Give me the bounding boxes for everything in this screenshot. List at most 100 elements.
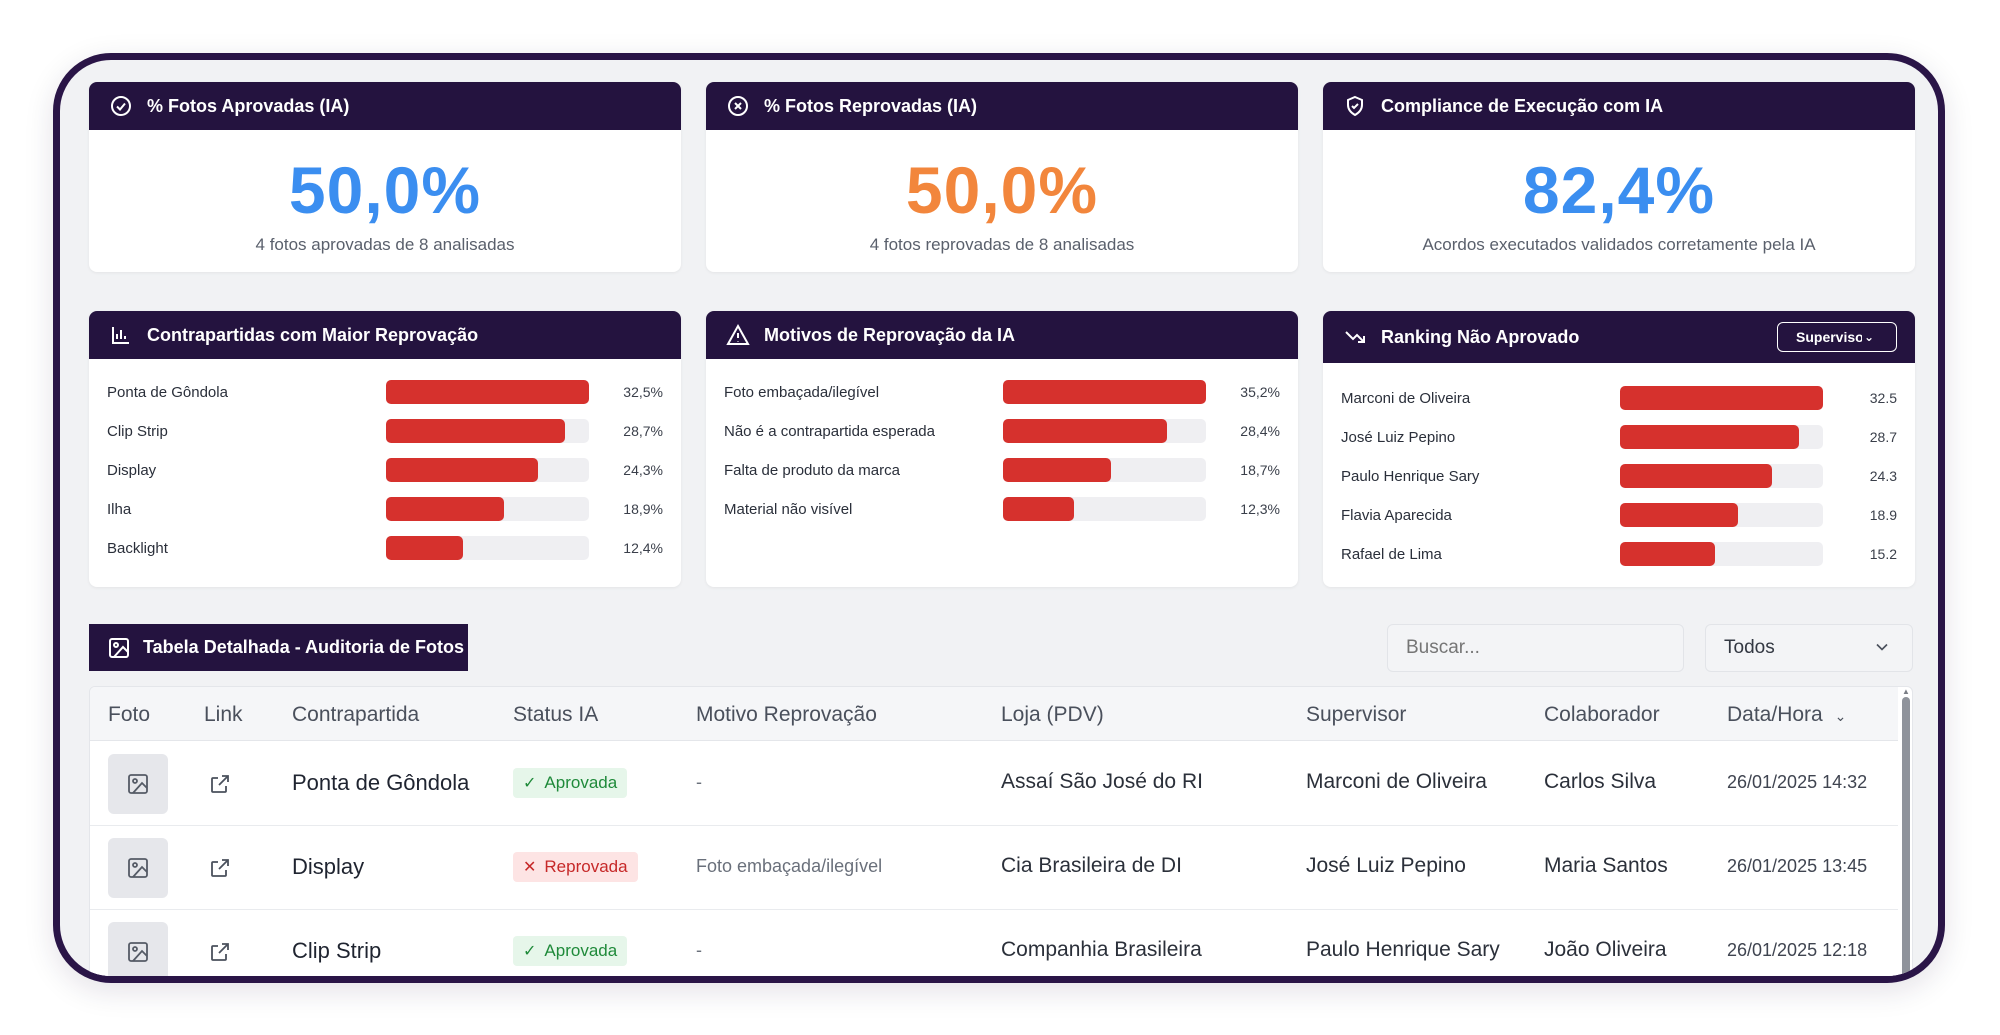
bar-fill [386, 458, 538, 482]
bar-label: Marconi de Oliveira [1341, 389, 1471, 407]
cell-motivo: Foto embaçada/ilegível [696, 856, 883, 876]
bar-fill [1003, 419, 1167, 443]
bar-fill [1620, 542, 1715, 566]
kpi-card-rejected: % Fotos Reprovadas (IA) 50,0% 4 fotos re… [706, 82, 1298, 272]
column-header-data[interactable]: Data/Hora ⌄ [1727, 703, 1846, 727]
photo-thumbnail[interactable] [108, 922, 168, 976]
bar-label: Clip Strip [107, 422, 168, 440]
card-title: Motivos de Reprovação da IA [764, 324, 1016, 345]
photo-thumbnail[interactable] [108, 754, 168, 814]
bar-track [1620, 503, 1823, 527]
check-circle-icon [109, 94, 133, 118]
dashboard-frame: % Fotos Aprovadas (IA) 50,0% 4 fotos apr… [53, 53, 1945, 983]
bar-track [1003, 419, 1206, 443]
sort-chevron-icon: ⌄ [1834, 708, 1847, 724]
bar-fill [1620, 386, 1823, 410]
card-header: Ranking Não Aprovado Supervisor ⌄ [1323, 311, 1915, 363]
kpi-value: 50,0% [288, 153, 482, 227]
cell-colaborador: Maria Santos [1544, 854, 1668, 877]
table-header: Foto Link Contrapartida Status IA Motivo… [90, 687, 1898, 741]
external-link-icon[interactable] [208, 856, 232, 880]
bar-list-item: Clip Strip 28,7% [107, 418, 663, 444]
bar-list-item: Display 24,3% [107, 457, 663, 483]
column-header-colaborador[interactable]: Colaborador [1544, 703, 1660, 726]
bar-track [1620, 386, 1823, 410]
column-header-status[interactable]: Status IA [513, 703, 599, 726]
kpi-subtitle: 4 fotos aprovadas de 8 analisadas [255, 235, 515, 254]
kpi-value: 50,0% [905, 153, 1099, 227]
cell-motivo: - [696, 772, 702, 792]
bar-track [1620, 425, 1823, 449]
kpi-title: % Fotos Reprovadas (IA) [764, 95, 978, 116]
external-link-icon[interactable] [208, 772, 232, 796]
bar-value: 24.3 [1869, 468, 1897, 484]
status-label: Aprovada [544, 941, 618, 960]
table-row[interactable]: Clip Strip ✓ Aprovada - Companhia Brasileira… [90, 910, 1898, 976]
table-scrollbar[interactable] [1902, 697, 1910, 976]
warning-triangle-icon [726, 323, 750, 347]
column-header-data-label: Data/Hora [1727, 703, 1823, 726]
bar-label: Material não visível [724, 500, 853, 518]
table-row[interactable]: Ponta de Gôndola ✓ Aprovada - Assaí São José… [90, 742, 1898, 826]
bar-track [386, 458, 589, 482]
kpi-card-compliance: Compliance de Execução com IA 82,4% Acor… [1323, 82, 1915, 272]
card-title: Contrapartidas com Maior Reprovação [147, 324, 479, 345]
cell-colaborador: Carlos Silva [1544, 770, 1657, 793]
bar-list-item: Ponta de Gôndola 32,5% [107, 379, 663, 405]
bar-fill [386, 419, 566, 443]
bar-value: 28,7% [623, 423, 663, 439]
shield-check-icon [1343, 94, 1367, 118]
bar-value: 24,3% [623, 462, 663, 478]
cell-loja: Cia Brasileira de DI [1001, 854, 1182, 877]
bar-value: 28.7 [1869, 429, 1897, 445]
supervisor-dropdown[interactable]: Supervisor ⌄ [1777, 322, 1897, 352]
cell-supervisor: José Luiz Pepino [1306, 854, 1466, 877]
cell-motivo: - [696, 940, 702, 960]
status-filter-select[interactable]: Todos [1705, 624, 1913, 672]
table-row[interactable]: Display ✕ Reprovada Foto embaçada/ilegível C… [90, 826, 1898, 910]
column-header-link[interactable]: Link [204, 703, 243, 726]
trending-down-icon [1343, 325, 1367, 349]
column-header-loja[interactable]: Loja (PDV) [1001, 703, 1104, 726]
bar-list-item: Marconi de Oliveira 32.5 [1341, 385, 1897, 411]
bar-fill [1003, 497, 1074, 521]
bar-fill [386, 536, 464, 560]
kpi-title: Compliance de Execução com IA [1381, 95, 1664, 116]
motivos-card: Motivos de Reprovação da IA Foto embaçad… [706, 311, 1298, 587]
bar-value: 18.9 [1869, 507, 1897, 523]
kpi-subtitle: Acordos executados validados corretament… [1422, 235, 1816, 254]
column-header-foto[interactable]: Foto [108, 703, 151, 726]
cell-loja: Assaí São José do RI [1001, 770, 1203, 793]
status-badge: ✕ Reprovada [513, 852, 638, 882]
bar-label: Falta de produto da marca [724, 461, 900, 479]
bar-value: 18,7% [1240, 462, 1280, 478]
bar-track [1003, 458, 1206, 482]
bar-list-item: Rafael de Lima 15.2 [1341, 541, 1897, 567]
image-icon [126, 856, 150, 880]
kpi-subtitle: 4 fotos reprovadas de 8 analisadas [869, 235, 1135, 254]
audit-table: Foto Link Contrapartida Status IA Motivo… [89, 686, 1913, 976]
cell-data-hora: 26/01/2025 14:32 [1727, 772, 1868, 792]
column-header-contrapartida[interactable]: Contrapartida [292, 703, 420, 726]
cell-contrapartida: Ponta de Gôndola [292, 770, 470, 795]
scroll-up-icon[interactable]: ▲ [1902, 687, 1910, 696]
bar-fill [386, 380, 589, 404]
x-circle-icon [726, 94, 750, 118]
bar-fill [1620, 503, 1739, 527]
card-header: Contrapartidas com Maior Reprovação [89, 311, 681, 359]
kpi-card-header: % Fotos Aprovadas (IA) [89, 82, 681, 130]
column-header-supervisor[interactable]: Supervisor [1306, 703, 1407, 726]
table-title-tab: Tabela Detalhada - Auditoria de Fotos [89, 624, 468, 671]
photo-thumbnail[interactable] [108, 838, 168, 898]
check-icon: ✓ [523, 943, 537, 960]
column-header-motivo[interactable]: Motivo Reprovação [696, 703, 877, 726]
cell-data-hora: 26/01/2025 12:18 [1727, 940, 1868, 960]
search-input[interactable] [1387, 624, 1684, 672]
bar-track [1620, 464, 1823, 488]
bar-value: 12,4% [623, 540, 663, 556]
supervisor-dropdown-label: Supervisor [1796, 329, 1862, 345]
bar-chart-icon [109, 323, 133, 347]
external-link-icon[interactable] [208, 940, 232, 964]
cell-contrapartida: Display [292, 854, 365, 879]
ranking-card: Ranking Não Aprovado Supervisor ⌄ Marcon… [1323, 311, 1915, 587]
